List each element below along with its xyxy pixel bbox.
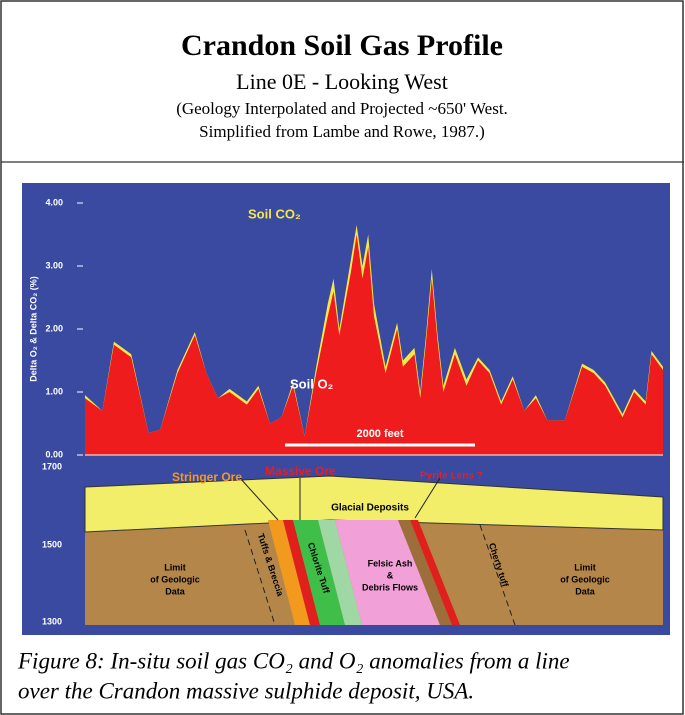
label: Limit bbox=[574, 562, 596, 572]
label: Debris Flows bbox=[362, 582, 418, 592]
y-axis-label: Delta O₂ & Delta CO₂ (%) bbox=[28, 276, 38, 382]
unit bbox=[398, 520, 452, 625]
label: Data bbox=[165, 586, 186, 596]
caption: over the Crandon massive sulphide deposi… bbox=[18, 678, 474, 703]
chart: 0.00 1.00 2.00 3.00 4.00 Delta O₂ & Delta CO₂… bbox=[28, 197, 663, 459]
contact bbox=[479, 524, 516, 626]
label: of Geologic bbox=[560, 574, 610, 584]
elevation-label: 1300 bbox=[42, 616, 62, 626]
pyrite-unit bbox=[410, 520, 460, 625]
label: Data bbox=[575, 586, 596, 596]
scale-bar-label: 2000 feet bbox=[356, 428, 403, 440]
label: Massive Ore bbox=[265, 464, 336, 478]
y-tick-label: 2.00 bbox=[45, 323, 63, 333]
tuff-unit bbox=[268, 520, 310, 625]
chlorite-unit bbox=[293, 520, 345, 625]
ore-unit bbox=[283, 520, 320, 625]
elevation-label: 1700 bbox=[42, 461, 62, 471]
y-tick-label: 3.00 bbox=[45, 260, 63, 270]
green-unit bbox=[318, 520, 362, 625]
leader bbox=[239, 477, 279, 521]
glacial-unit bbox=[84, 475, 664, 533]
note: Simplified from Lambe and Rowe, 1987.) bbox=[199, 122, 485, 141]
subtitle: Line 0E - Looking West bbox=[236, 69, 448, 94]
label: Glacial Deposits bbox=[331, 503, 409, 514]
title: Crandon Soil Gas Profile bbox=[181, 29, 503, 62]
y-tick-label: 0.00 bbox=[45, 449, 63, 459]
note: (Geology Interpolated and Projected ~650… bbox=[176, 99, 508, 118]
label: Stringer Ore bbox=[172, 470, 242, 484]
label: Felsic Ash bbox=[368, 558, 413, 568]
elevation-label: 1500 bbox=[42, 539, 62, 549]
cross-section: Stringer Ore Massive Ore Pyrite Lens ? G… bbox=[42, 461, 664, 626]
area bbox=[85, 234, 663, 455]
y-tick-label: 4.00 bbox=[45, 197, 63, 207]
felsic-unit bbox=[335, 520, 440, 625]
contact bbox=[244, 529, 276, 626]
label: of Geologic bbox=[150, 574, 200, 584]
y-tick-label: 1.00 bbox=[45, 386, 63, 396]
series-label: Soil O₂ bbox=[290, 376, 334, 391]
caption: Figure 8: In-situ soil gas CO₂ and O₂ an… bbox=[17, 648, 570, 673]
label: Pyrite Lens ? bbox=[420, 471, 483, 482]
label: Limit bbox=[164, 562, 186, 572]
leader bbox=[414, 477, 441, 519]
label: & bbox=[387, 570, 394, 580]
series-label: Soil CO₂ bbox=[248, 206, 301, 221]
